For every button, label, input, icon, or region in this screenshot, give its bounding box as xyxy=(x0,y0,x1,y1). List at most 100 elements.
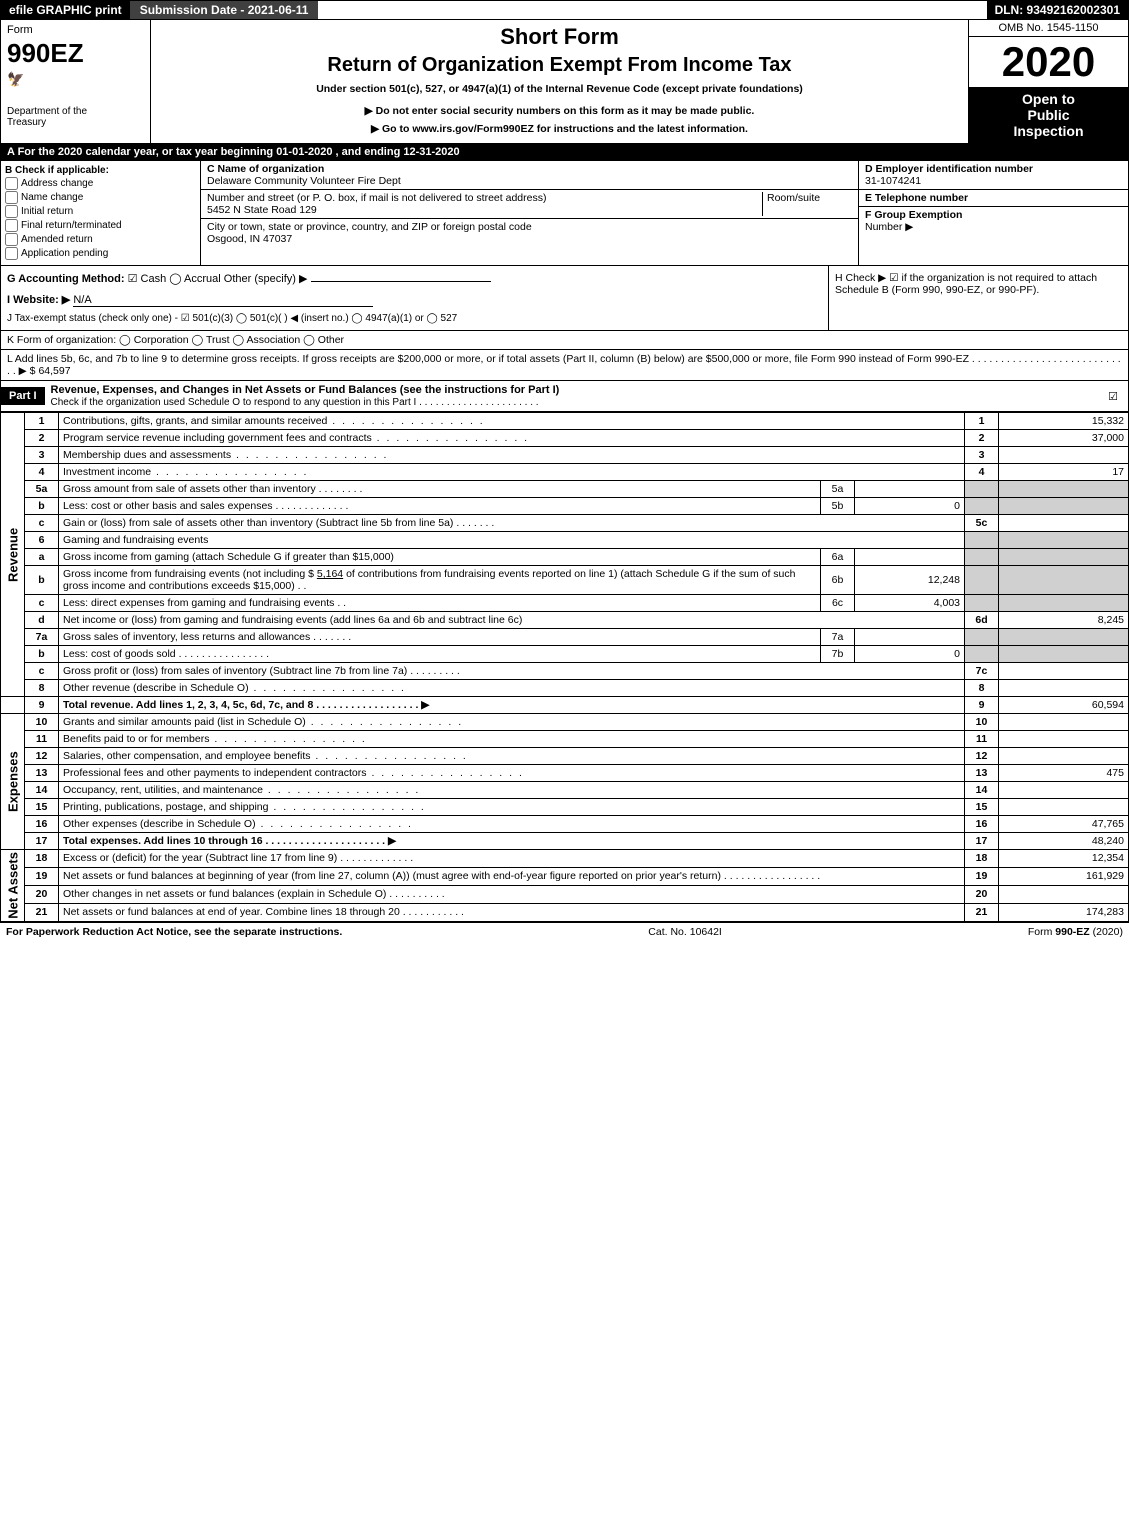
r8-box: 8 xyxy=(965,680,999,697)
r11-amt xyxy=(999,731,1129,748)
r6a-text: Gross income from gaming (attach Schedul… xyxy=(63,551,394,563)
r13-box: 13 xyxy=(965,765,999,782)
r12-num: 12 xyxy=(25,748,59,765)
chk-name-change[interactable]: Name change xyxy=(5,191,196,204)
chk-cash[interactable]: ☑ Cash xyxy=(128,273,167,285)
r1-text: Contributions, gifts, grants, and simila… xyxy=(63,415,327,427)
r8-num: 8 xyxy=(25,680,59,697)
part1-checkbox[interactable]: ☑ xyxy=(1098,390,1128,403)
org-city: Osgood, IN 47037 xyxy=(207,233,292,245)
r14-amt xyxy=(999,782,1129,799)
r17-text: Total expenses. Add lines 10 through 16 … xyxy=(59,833,965,850)
r7b-ibox: 7b xyxy=(821,646,855,663)
r7b-num: b xyxy=(25,646,59,663)
r18-amt: 12,354 xyxy=(999,850,1129,868)
r13-num: 13 xyxy=(25,765,59,782)
r4-box: 4 xyxy=(965,464,999,481)
r16-text: Other expenses (describe in Schedule O) xyxy=(63,818,256,830)
r5a-iamt xyxy=(855,481,965,498)
part1-subtitle: Check if the organization used Schedule … xyxy=(51,397,539,408)
r6b-num: b xyxy=(25,566,59,595)
r5a-ibox: 5a xyxy=(821,481,855,498)
r6c-ibox: 6c xyxy=(821,595,855,612)
r15-box: 15 xyxy=(965,799,999,816)
r19-box: 19 xyxy=(965,867,999,885)
seal-icon: 🦅 xyxy=(7,71,144,88)
r13-amt: 475 xyxy=(999,765,1129,782)
r15-amt xyxy=(999,799,1129,816)
r18-box: 18 xyxy=(965,850,999,868)
form-word: Form xyxy=(7,24,144,36)
f-group-number-label: Number ▶ xyxy=(865,221,913,233)
r20-text: Other changes in net assets or fund bala… xyxy=(63,888,386,900)
r5b-num: b xyxy=(25,498,59,515)
r20-amt xyxy=(999,885,1129,903)
netassets-sidelabel: Net Assets xyxy=(1,850,25,922)
r9-amt: 60,594 xyxy=(999,697,1129,714)
r5a-text: Gross amount from sale of assets other t… xyxy=(63,483,316,495)
r7b-iamt: 0 xyxy=(855,646,965,663)
chk-final-return[interactable]: Final return/terminated xyxy=(5,219,196,232)
other-specify: Other (specify) ▶ xyxy=(224,273,308,285)
r12-box: 12 xyxy=(965,748,999,765)
r2-box: 2 xyxy=(965,430,999,447)
r19-text: Net assets or fund balances at beginning… xyxy=(63,870,721,882)
f-group-label: F Group Exemption xyxy=(865,209,962,221)
r7c-box: 7c xyxy=(965,663,999,680)
r5c-amt xyxy=(999,515,1129,532)
revenue-sidelabel: Revenue xyxy=(1,413,25,697)
r4-text: Investment income xyxy=(63,466,151,478)
r21-num: 21 xyxy=(25,903,59,921)
part1-title: Revenue, Expenses, and Changes in Net As… xyxy=(51,384,560,396)
r6a-ibox: 6a xyxy=(821,549,855,566)
r7b-text: Less: cost of goods sold xyxy=(63,648,176,660)
r13-text: Professional fees and other payments to … xyxy=(63,767,367,779)
chk-address-change[interactable]: Address change xyxy=(5,177,196,190)
r17-amt: 48,240 xyxy=(999,833,1129,850)
r10-amt xyxy=(999,714,1129,731)
r7c-text: Gross profit or (loss) from sales of inv… xyxy=(63,665,407,677)
r2-text: Program service revenue including govern… xyxy=(63,432,372,444)
chk-application-pending[interactable]: Application pending xyxy=(5,247,196,260)
chk-accrual[interactable]: ◯ Accrual xyxy=(169,273,220,285)
r6a-iamt xyxy=(855,549,965,566)
r5c-num: c xyxy=(25,515,59,532)
r7a-ibox: 7a xyxy=(821,629,855,646)
r20-box: 20 xyxy=(965,885,999,903)
r3-text: Membership dues and assessments xyxy=(63,449,231,461)
r19-num: 19 xyxy=(25,867,59,885)
ein-value: 31-1074241 xyxy=(865,175,921,187)
line-k: K Form of organization: ◯ Corporation ◯ … xyxy=(0,331,1129,350)
r2-amt: 37,000 xyxy=(999,430,1129,447)
r3-amt xyxy=(999,447,1129,464)
r5c-text: Gain or (loss) from sale of assets other… xyxy=(63,517,453,529)
chk-initial-return[interactable]: Initial return xyxy=(5,205,196,218)
r9-text: Total revenue. Add lines 1, 2, 3, 4, 5c,… xyxy=(59,697,965,714)
chk-amended-return[interactable]: Amended return xyxy=(5,233,196,246)
r10-text: Grants and similar amounts paid (list in… xyxy=(63,716,306,728)
r3-box: 3 xyxy=(965,447,999,464)
org-street: 5452 N State Road 129 xyxy=(207,204,317,216)
subtitle-1: Under section 501(c), 527, or 4947(a)(1)… xyxy=(157,83,962,95)
r1-num: 1 xyxy=(25,413,59,430)
r14-num: 14 xyxy=(25,782,59,799)
r4-amt: 17 xyxy=(999,464,1129,481)
dept-line1: Department of the xyxy=(7,106,144,117)
r6b-val: 5,164 xyxy=(317,568,343,580)
r21-box: 21 xyxy=(965,903,999,921)
line-a: A For the 2020 calendar year, or tax yea… xyxy=(0,144,1129,161)
r3-num: 3 xyxy=(25,447,59,464)
org-name: Delaware Community Volunteer Fire Dept xyxy=(207,175,401,187)
line-h: H Check ▶ ☑ if the organization is not r… xyxy=(828,266,1128,330)
r20-num: 20 xyxy=(25,885,59,903)
footer-left: For Paperwork Reduction Act Notice, see … xyxy=(6,926,342,938)
r6-text: Gaming and fundraising events xyxy=(59,532,965,549)
r11-box: 11 xyxy=(965,731,999,748)
r9-box: 9 xyxy=(965,697,999,714)
r6c-num: c xyxy=(25,595,59,612)
subtitle-3: ▶ Go to www.irs.gov/Form990EZ for instru… xyxy=(157,123,962,135)
r5b-text: Less: cost or other basis and sales expe… xyxy=(63,500,273,512)
line-i-label: I Website: ▶ xyxy=(7,294,70,306)
return-title: Return of Organization Exempt From Incom… xyxy=(157,54,962,77)
omb-number: OMB No. 1545-1150 xyxy=(969,20,1128,37)
